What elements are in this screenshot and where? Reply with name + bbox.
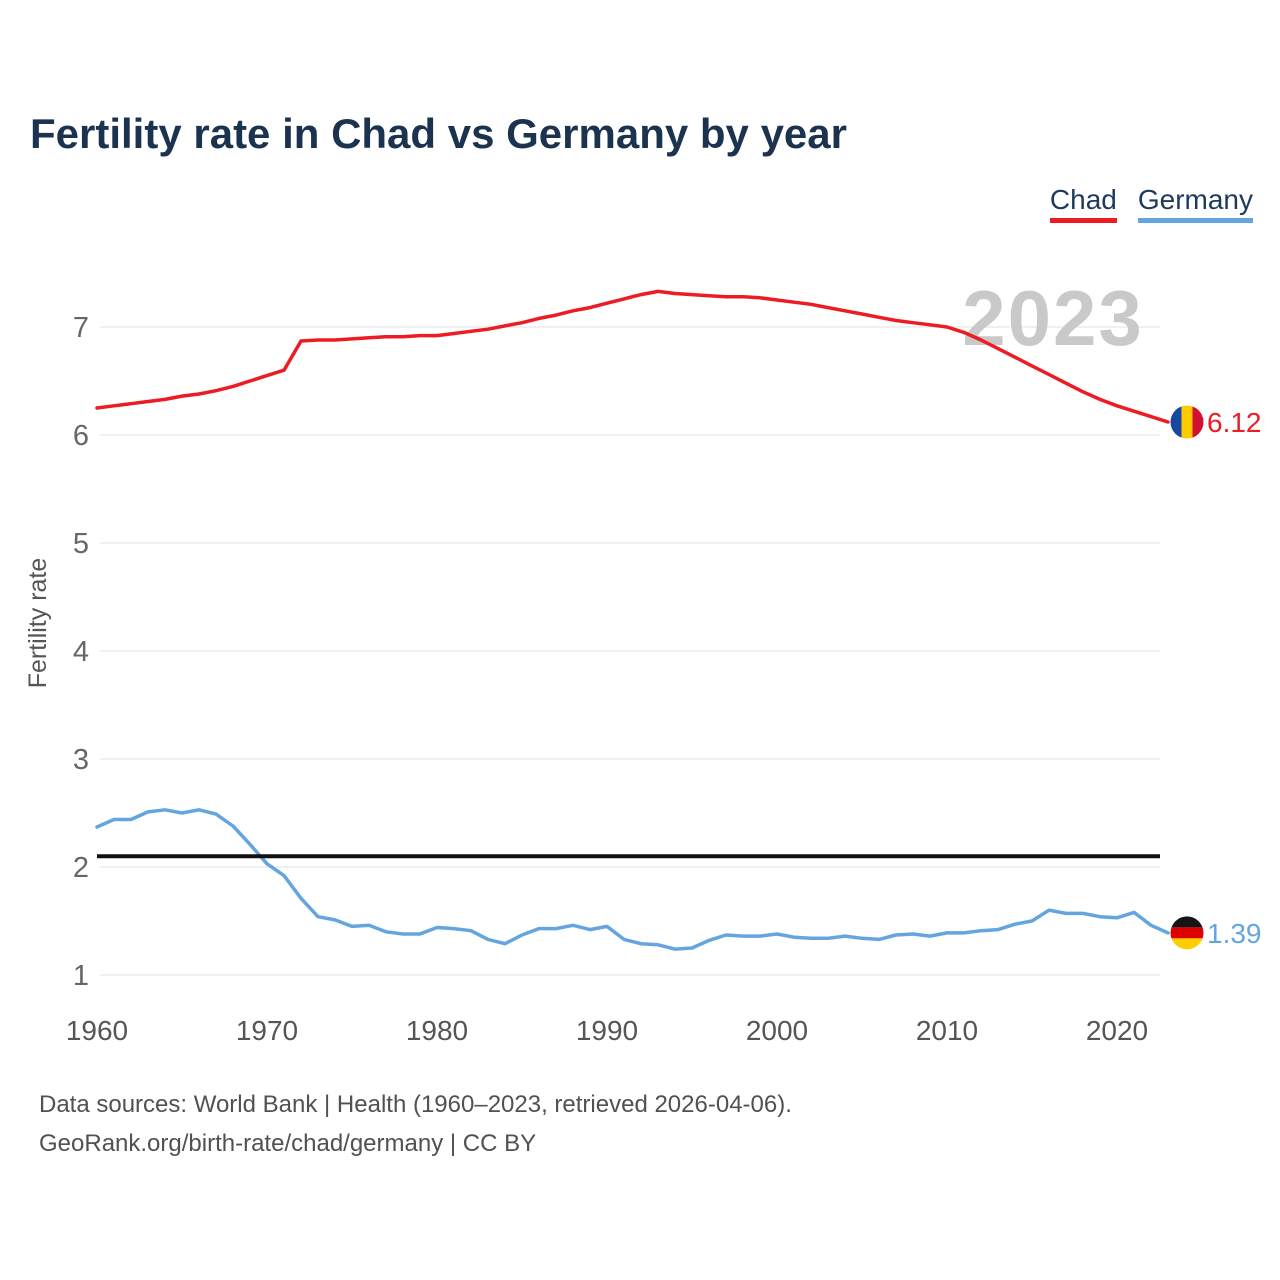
germany-flag-gold-stripe — [1170, 938, 1204, 950]
series-line-germany — [95, 808, 1170, 951]
y-tick-label: 7 — [73, 312, 89, 344]
chad-end-value-label: 6.12 — [1207, 407, 1262, 438]
chad-flag-yellow-stripe — [1181, 405, 1193, 439]
y-axis-title: Fertility rate — [24, 558, 52, 689]
page-title: Fertility rate in Chad vs Germany by yea… — [30, 110, 847, 157]
germany-end-value-label: 1.39 — [1207, 918, 1262, 949]
germany-flag-black-stripe — [1170, 916, 1204, 928]
footer-sources-line: Data sources: World Bank | Health (1960–… — [39, 1091, 792, 1118]
footer: Data sources: World Bank | Health (1960–… — [39, 1085, 792, 1163]
chad-flag-red-stripe — [1192, 405, 1204, 439]
x-tick-label: 1990 — [576, 1015, 638, 1046]
germany-flag-red-stripe — [1170, 927, 1204, 939]
chad-flag-blue-stripe — [1170, 405, 1182, 439]
y-tick-label: 3 — [73, 744, 89, 776]
x-tick-label: 2010 — [916, 1015, 978, 1046]
series-line-chad — [95, 289, 1170, 424]
footer-attribution-line: GeoRank.org/birth-rate/chad/germany | CC… — [39, 1130, 537, 1157]
germany-flag-icon — [1170, 916, 1204, 950]
x-tick-label: 1960 — [66, 1015, 128, 1046]
y-tick-label: 1 — [73, 960, 89, 992]
x-axis-labels: 1960 1970 1980 1990 2000 2010 2020 — [66, 1015, 1148, 1046]
chad-flag-icon — [1170, 405, 1204, 439]
legend: Chad Germany — [1049, 184, 1253, 223]
x-tick-label: 1970 — [236, 1015, 298, 1046]
y-tick-label: 5 — [73, 528, 89, 560]
y-tick-label: 6 — [73, 420, 89, 452]
y-gridlines: 1 2 3 4 5 6 7 — [73, 312, 1160, 992]
x-tick-label: 2020 — [1086, 1015, 1148, 1046]
y-tick-label: 2 — [73, 852, 89, 884]
y-tick-label: 4 — [73, 636, 89, 668]
x-tick-label: 1980 — [406, 1015, 468, 1046]
watermark-year: 2023 — [962, 274, 1144, 362]
legend-item-chad[interactable]: Chad — [1049, 184, 1117, 223]
x-tick-label: 2000 — [746, 1015, 808, 1046]
legend-item-germany[interactable]: Germany — [1137, 184, 1253, 223]
series-lines — [95, 289, 1170, 951]
